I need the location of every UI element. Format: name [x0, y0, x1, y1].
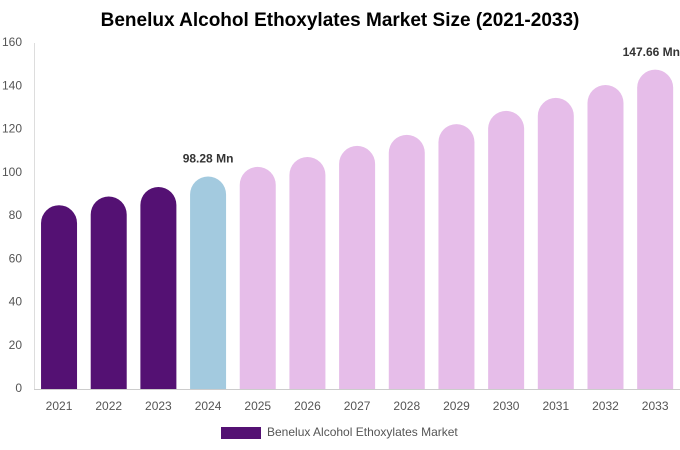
bar: [190, 176, 227, 389]
y-tick-label: 140: [2, 78, 22, 92]
y-tick-label: 60: [9, 251, 23, 265]
bar: [90, 196, 127, 389]
x-tick-label: 2030: [493, 399, 520, 413]
x-tick-label: 2025: [244, 399, 271, 413]
x-tick-label: 2022: [95, 399, 122, 413]
x-tick-label: 2031: [542, 399, 569, 413]
x-tick-label: 2029: [443, 399, 470, 413]
chart-title: Benelux Alcohol Ethoxylates Market Size …: [101, 10, 580, 31]
bar: [140, 187, 177, 389]
bar: [537, 97, 574, 390]
x-tick-label: 2023: [145, 399, 172, 413]
bar: [41, 205, 78, 389]
y-tick-label: 160: [2, 35, 22, 49]
bar: [289, 156, 326, 389]
legend-label: Benelux Alcohol Ethoxylates Market: [267, 425, 458, 439]
y-tick-label: 100: [2, 165, 22, 179]
y-tick-label: 0: [15, 381, 22, 395]
bar: [587, 84, 624, 389]
y-tick-label: 120: [2, 122, 22, 136]
bar: [637, 69, 674, 390]
bar: [438, 124, 475, 389]
value-label: 98.28 Mn: [183, 152, 234, 166]
legend-swatch: [221, 427, 261, 439]
value-label: 147.66 Mn: [623, 45, 680, 59]
x-tick-label: 2033: [642, 399, 669, 413]
y-tick-label: 20: [9, 338, 23, 352]
x-tick-label: 2026: [294, 399, 321, 413]
y-tick-label: 40: [9, 295, 23, 309]
bar: [488, 110, 525, 390]
bar: [339, 145, 376, 389]
x-tick-label: 2027: [344, 399, 371, 413]
x-tick-label: 2028: [393, 399, 420, 413]
bar: [239, 166, 276, 389]
x-tick-label: 2021: [46, 399, 73, 413]
x-tick-label: 2024: [195, 399, 222, 413]
x-tick-label: 2032: [592, 399, 619, 413]
bar: [388, 134, 425, 389]
y-tick-label: 80: [9, 208, 23, 222]
